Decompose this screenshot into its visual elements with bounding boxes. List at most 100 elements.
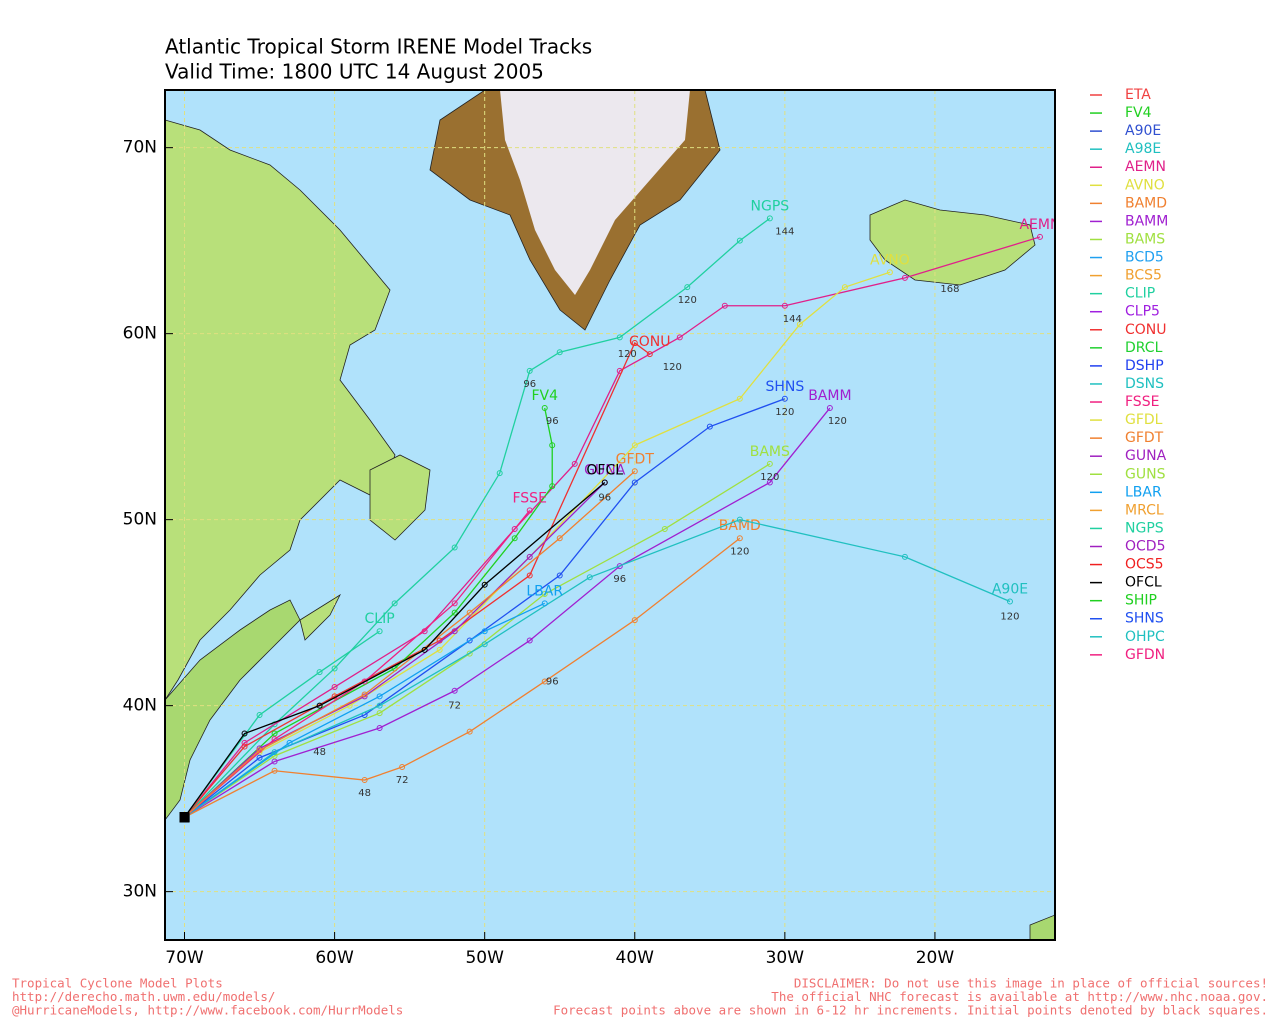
legend-label: GFDL xyxy=(1125,412,1163,428)
track-point xyxy=(736,237,743,244)
track-point xyxy=(631,339,638,346)
footer: Tropical Cyclone Model Plotshttp://derec… xyxy=(12,976,1268,1018)
track-label: AVNO xyxy=(870,252,910,268)
hour-label: 120 xyxy=(1000,611,1019,622)
us-coast xyxy=(165,599,301,821)
track-point xyxy=(316,669,323,676)
track-point xyxy=(526,572,533,579)
legend-label: A90E xyxy=(1125,123,1161,139)
hour-label: 168 xyxy=(940,284,959,295)
track-point xyxy=(631,442,638,449)
hour-label: 144 xyxy=(783,314,802,325)
hour-label: 96 xyxy=(523,379,536,390)
track-point xyxy=(271,730,278,737)
track-point xyxy=(556,535,563,542)
track-point xyxy=(376,628,383,635)
legend-label: SHIP xyxy=(1125,593,1157,609)
footer-right: The official NHC forecast is available a… xyxy=(771,989,1268,1004)
track-point xyxy=(331,684,338,691)
track-point xyxy=(466,609,473,616)
track-point xyxy=(526,553,533,560)
x-tick-label: 40W xyxy=(616,948,655,968)
x-tick-label: 20W xyxy=(916,948,955,968)
track-label: OFCL xyxy=(586,462,623,478)
track-line xyxy=(184,341,651,818)
footer-left: http://derecho.math.uwm.edu/models/ xyxy=(12,989,275,1004)
hour-label: 72 xyxy=(448,701,461,712)
hour-label: 120 xyxy=(618,349,637,360)
track-point xyxy=(631,468,638,475)
legend-label: CONU xyxy=(1125,322,1167,338)
track-point xyxy=(541,678,548,685)
nova-scotia xyxy=(299,593,341,641)
y-tick-label: 60N xyxy=(123,324,157,344)
legend-label: CLIP xyxy=(1125,286,1155,302)
track-point xyxy=(451,687,458,694)
track-line xyxy=(184,236,1041,818)
hour-label: 120 xyxy=(775,407,794,418)
track-point xyxy=(451,628,458,635)
track-point xyxy=(541,591,548,598)
legend-label: OFCL xyxy=(1125,575,1162,591)
track-label: NGPS xyxy=(751,198,790,214)
legend-label: FSSE xyxy=(1125,394,1159,410)
track-point xyxy=(481,641,488,648)
track-label: CONU xyxy=(629,334,671,350)
track-point xyxy=(781,302,788,309)
track-point xyxy=(766,215,773,222)
track-point xyxy=(586,574,593,581)
legend-label: BCD5 xyxy=(1125,250,1164,266)
track-point xyxy=(496,470,503,477)
grid xyxy=(165,90,1055,940)
initial-point xyxy=(179,812,190,823)
track-point xyxy=(511,535,518,542)
footer-right: Forecast points above are shown in 6-12 … xyxy=(553,1003,1268,1018)
track-label: BAMD xyxy=(719,518,761,534)
track-point xyxy=(526,507,533,514)
track-point xyxy=(886,269,893,276)
track-label: A90E xyxy=(992,581,1028,597)
africa xyxy=(1029,914,1055,940)
track-point xyxy=(736,535,743,542)
y-tick-label: 70N xyxy=(123,138,157,158)
track-point xyxy=(1006,598,1013,605)
track-label: LBAR xyxy=(526,583,563,599)
track-point xyxy=(391,600,398,607)
track-point xyxy=(481,628,488,635)
track-point xyxy=(421,646,428,653)
track-point xyxy=(361,691,368,698)
legend-label: A98E xyxy=(1125,141,1161,157)
track-label: AEMN xyxy=(1019,217,1060,233)
track-point xyxy=(766,460,773,467)
legend-label: ETA xyxy=(1125,87,1151,103)
legend-label: BAMS xyxy=(1125,231,1165,247)
track-label: GUNA xyxy=(584,462,626,478)
axes: 70W 60W 50W 40W 30W 20W 30N 40N 50N 60N 70N xyxy=(123,138,955,968)
track-point xyxy=(676,334,683,341)
legend-label: LBAR xyxy=(1125,484,1162,500)
legend-label: GUNS xyxy=(1125,466,1166,482)
legend-label: FV4 xyxy=(1125,105,1152,121)
legend: ETA FV4 A90E A98E AEMN AVNO BAMD BAMM BAMS BCD5 BC… xyxy=(1090,87,1168,663)
track-point xyxy=(661,525,668,532)
track-label: FV4 xyxy=(531,388,558,404)
track-label: CLIP xyxy=(365,611,395,627)
track-label: FSSE xyxy=(512,490,546,506)
x-tick-label: 30W xyxy=(766,948,805,968)
track-point xyxy=(451,609,458,616)
track-point xyxy=(646,351,653,358)
track-point xyxy=(526,367,533,374)
track-point xyxy=(571,460,578,467)
footer-left: @HurricaneModels, http://www.facebook.co… xyxy=(12,1003,403,1018)
track-point xyxy=(601,479,608,486)
track-point xyxy=(556,349,563,356)
track-point xyxy=(549,483,556,490)
footer-left: Tropical Cyclone Model Plots xyxy=(12,976,223,991)
map xyxy=(165,90,1055,940)
hour-label: 120 xyxy=(678,295,697,306)
subtitle: Valid Time: 1800 UTC 14 August 2005 xyxy=(165,60,544,84)
legend-label: OCD5 xyxy=(1125,539,1165,555)
track-point xyxy=(1036,233,1043,240)
canada xyxy=(165,119,396,701)
